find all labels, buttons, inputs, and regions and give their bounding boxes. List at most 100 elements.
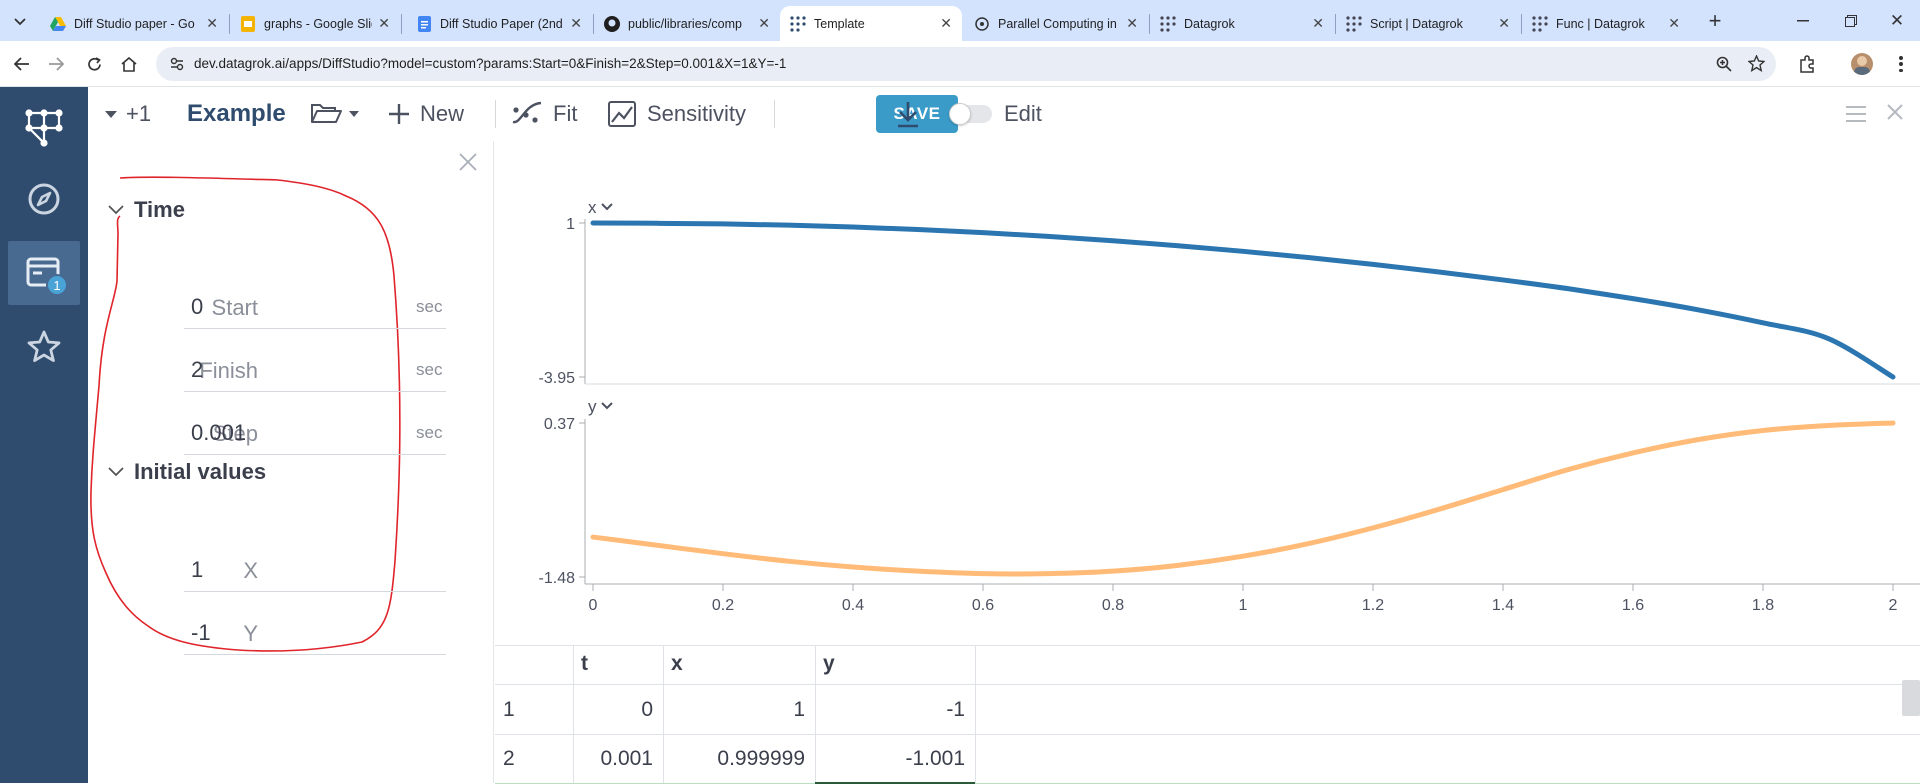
browser-address-bar: dev.datagrok.ai/apps/DiffStudio?model=cu… [0,41,1920,87]
caret-down-icon [105,110,117,118]
fit-button[interactable]: Fit [511,87,577,141]
new-label: New [420,101,465,126]
row-number[interactable]: 2 [503,735,515,783]
column-label: y [823,652,835,675]
row-number[interactable]: 1 [503,686,515,734]
column-header-x[interactable]: x [671,640,683,688]
browser-tab-4[interactable]: public/libraries/comp ✕ [594,6,780,41]
close-icon [459,153,477,171]
browser-tab-2[interactable]: graphs - Google Slide ✕ [230,6,400,41]
vertical-scrollbar-thumb[interactable] [1902,680,1920,716]
site-info-icon[interactable] [170,57,184,71]
browser-menu-button[interactable] [1894,53,1908,75]
new-tab-button[interactable]: + [1708,8,1722,33]
close-icon[interactable]: ✕ [570,15,582,31]
minimize-button[interactable] [1790,8,1816,34]
x-tick-label: 0.4 [842,597,864,614]
github-icon [604,15,620,32]
close-icon [1887,104,1903,120]
new-button[interactable]: New [388,87,464,141]
row-number-label: 1 [503,698,515,721]
bookmark-star-icon[interactable] [1748,55,1765,72]
tab-title: Func | Datagrok [1556,16,1645,31]
model-name: Example [187,100,286,127]
close-view-button[interactable] [1886,103,1906,123]
finish-input[interactable] [184,348,446,392]
tab-search-button[interactable] [8,10,32,34]
x-input[interactable] [184,548,446,592]
views-dropdown[interactable]: +1 [104,87,151,141]
browser-tab-9[interactable]: Func | Datagrok ✕ [1522,6,1690,41]
table-cell[interactable]: -1.001 [815,735,965,783]
x-field: X [88,544,494,594]
group-title: Initial values [134,459,267,484]
cell-value: 0.001 [600,747,653,770]
datagrok-icon [1532,15,1548,32]
datagrok-icon [790,15,806,32]
datagrok-logo-icon [25,109,63,147]
y-tick-label: 0.37 [544,416,575,433]
toggle-switch[interactable] [949,103,992,125]
zoom-icon[interactable] [1716,56,1732,72]
plus-icon [389,104,409,124]
start-input[interactable] [184,285,446,329]
y-input[interactable] [184,611,446,655]
column-header-t[interactable]: t [581,640,588,688]
toggle-knob [949,103,971,125]
close-icon[interactable]: ✕ [206,15,218,31]
forward-button[interactable] [44,52,68,76]
close-icon[interactable]: ✕ [1668,15,1680,31]
sensitivity-button[interactable]: Sensitivity [607,87,746,141]
datagrok-icon [1346,15,1362,32]
time-group-header[interactable]: Time [108,197,185,223]
close-icon[interactable]: ✕ [1498,15,1510,31]
views-count-badge: 1 [46,274,68,296]
favorites-button[interactable] [8,315,80,379]
extensions-icon[interactable] [1798,55,1816,73]
browser-tab-6[interactable]: Parallel Computing in ✕ [964,6,1148,41]
open-model-button[interactable] [310,87,360,141]
reload-button[interactable] [82,52,106,76]
browser-tab-1[interactable]: Diff Studio paper - Go ✕ [40,6,228,41]
badge-count: 1 [53,277,61,293]
close-panel-button[interactable] [458,152,480,174]
column-header-y[interactable]: y [823,640,835,688]
fit-label: Fit [553,101,578,126]
table-cell[interactable]: 0.999999 [663,735,805,783]
table-cell[interactable]: -1 [815,686,965,734]
close-window-button[interactable]: ✕ [1889,11,1905,30]
browser-tab-7[interactable]: Datagrok ✕ [1150,6,1334,41]
url-bar[interactable]: dev.datagrok.ai/apps/DiffStudio?model=cu… [156,47,1776,81]
table-cell[interactable]: 0 [573,686,653,734]
step-input[interactable] [184,411,446,455]
views-button[interactable]: 1 [8,241,80,305]
download-icon [898,102,918,128]
datagrok-logo-button[interactable] [8,96,80,160]
url-text: dev.datagrok.ai/apps/DiffStudio?model=cu… [194,56,787,71]
restore-button[interactable] [1838,8,1864,34]
close-icon[interactable]: ✕ [758,15,770,31]
profile-avatar[interactable] [1851,53,1873,75]
home-button[interactable] [117,52,141,76]
browser-tab-5-active[interactable]: Template ✕ [780,6,962,41]
browser-tab-3[interactable]: Diff Studio Paper (2nd ✕ [406,6,592,41]
minimize-icon [1797,20,1809,22]
close-icon[interactable]: ✕ [940,15,952,31]
table-cell[interactable]: 0.001 [573,735,653,783]
back-button[interactable] [10,52,34,76]
table-cell[interactable]: 1 [663,686,805,734]
chevron-down-icon [14,18,26,26]
series-line-x [590,220,1896,380]
edit-toggle[interactable]: Edit [949,87,1042,141]
model-inputs-panel: Time Start sec Finish sec Step sec Initi… [88,141,494,783]
download-button[interactable] [896,87,920,141]
close-icon[interactable]: ✕ [1312,15,1324,31]
browse-button[interactable] [8,167,80,231]
compass-icon [28,183,60,215]
close-icon[interactable]: ✕ [378,15,390,31]
initial-values-group-header[interactable]: Initial values [108,459,266,485]
close-icon[interactable]: ✕ [1126,15,1138,31]
browser-tab-8[interactable]: Script | Datagrok ✕ [1336,6,1520,41]
hamburger-menu-button[interactable] [1846,104,1866,124]
start-field: Start sec [88,281,494,331]
